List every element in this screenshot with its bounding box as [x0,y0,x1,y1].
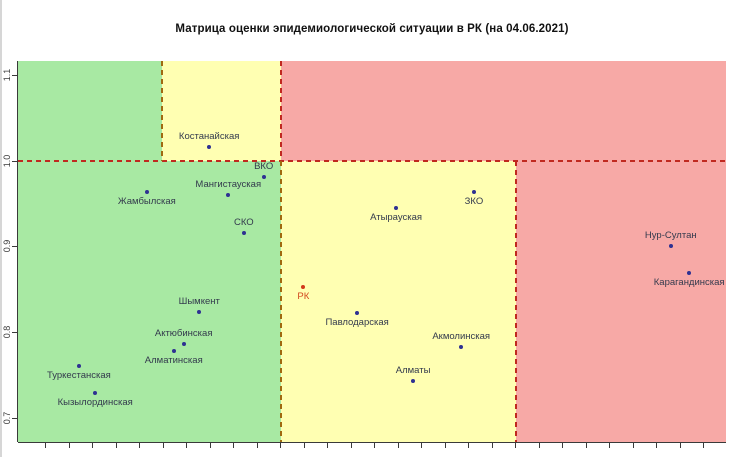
data-point-label: Туркестанская [46,370,111,382]
zone-bottom-yellow [280,160,516,442]
plot-area: Костанайская ВКО Мангистауская Жамбылская СК… [18,61,726,442]
data-point-label: Павлодарская [325,317,389,329]
y-axis-line [17,61,18,442]
data-point-region [471,190,476,195]
data-point-region [411,378,416,383]
x-axis-tick [585,443,587,448]
zone-bottom-red [515,160,726,442]
data-point-label: Жамбылская [117,196,176,208]
data-point-region [459,345,464,350]
threshold-line-horizontal [18,159,726,162]
y-axis-tick [12,417,17,419]
x-axis-tick [515,443,516,448]
x-axis-tick [68,443,70,448]
x-axis-tick [397,443,399,448]
y-axis-tick-label: 1.0 [2,154,12,167]
x-axis-tick [444,443,446,448]
x-axis-tick [280,443,281,448]
x-axis-tick [374,443,375,448]
data-point-region [181,342,186,346]
data-point-region [93,390,98,395]
data-point-region [171,348,176,353]
y-axis-tick [12,332,17,333]
x-axis-tick [538,443,540,448]
chart-title: Матрица оценки эпидемиологической ситуац… [175,23,569,35]
zone-top-red [280,61,726,161]
x-axis-tick [233,443,234,448]
data-point-label: Акмолинская [432,331,491,343]
x-axis-tick [162,443,164,448]
x-axis-tick [562,443,563,448]
data-point-label: Мангистауская [195,178,262,190]
x-axis-tick [209,443,211,448]
x-axis-tick [303,443,305,448]
y-axis-tick-label: 0.9 [2,240,12,253]
data-point-label: Нур-Султан [644,230,697,242]
data-point-label: ВКО [254,160,274,172]
x-axis-tick [609,443,610,448]
data-point-label: СКО [234,217,254,229]
data-point-rk [301,285,306,290]
data-point-region [241,231,246,236]
zone-divider-top-right [279,61,282,161]
data-point-label: Карагандинская [653,276,725,288]
data-point-region [394,205,399,210]
x-axis-tick [421,443,422,448]
x-axis-tick [468,443,469,448]
zone-divider-bottom-right [514,160,517,442]
data-point-region [355,311,360,316]
x-axis-tick [679,443,681,448]
y-axis-tick [12,74,17,76]
data-point-region [144,190,149,195]
data-point-region [207,144,212,149]
x-axis-tick [491,443,493,448]
data-point-region [197,310,202,315]
y-axis-tick-label: 0.8 [2,325,12,339]
data-point-region [226,192,231,197]
data-point-label: Алматинская [144,354,203,366]
x-axis-tick [256,443,258,448]
data-point-label: Костанайская [178,130,240,142]
x-axis-tick [115,443,117,448]
zone-top-green [18,61,162,161]
data-point-region [687,270,692,275]
zone-bottom-green [18,160,281,442]
x-axis-tick [703,443,704,448]
data-point-label: Шымкент [178,296,220,308]
data-point-label: Актюбинская [154,328,213,339]
data-point-region [668,244,673,249]
x-axis-tick [350,443,352,448]
x-axis-tick [139,443,140,448]
data-point-region [76,364,81,369]
y-axis-tick-label: 0.7 [2,411,12,425]
x-axis-tick [186,443,187,448]
data-point-label: ЗКО [464,196,484,208]
screenshot-edge [0,0,2,457]
x-axis-tick [45,443,46,448]
y-axis-tick [12,160,17,162]
zone-divider-bottom-left [279,160,282,442]
y-axis-tick [12,246,17,248]
zone-divider-top-left [160,61,163,161]
x-axis-tick [656,443,657,448]
data-point-label: Алматы [395,364,431,376]
data-point-region [261,174,266,179]
x-axis-tick [327,443,328,448]
x-axis-tick [632,443,634,448]
zone-top-yellow [161,61,281,161]
y-axis-tick-label: 1.1 [2,68,12,82]
data-point-label: Кызылординская [57,396,133,408]
x-axis-tick [92,443,93,448]
x-axis-line [18,442,726,443]
data-point-label: РК [297,291,310,303]
data-point-label: Атырауская [370,211,423,223]
